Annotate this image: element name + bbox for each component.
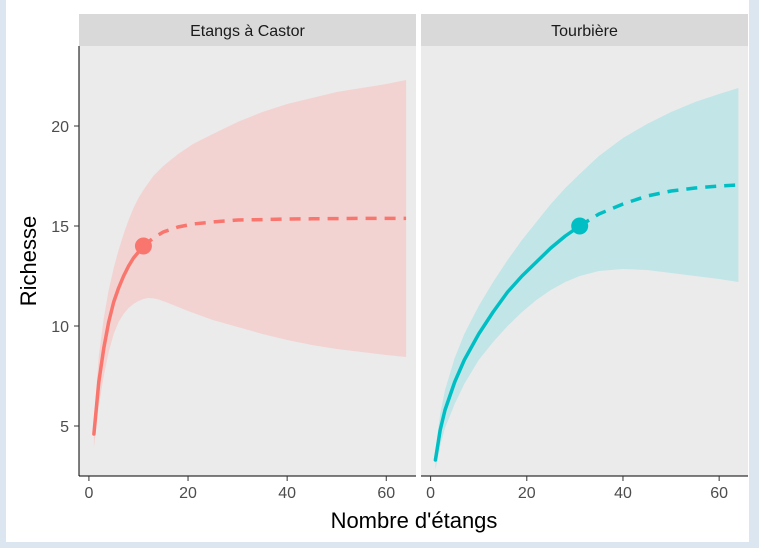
strip-background <box>421 14 748 46</box>
axis-ticks: 5 10 15 20 0 20 40 60 0 20 40 60 <box>51 119 728 502</box>
x-tick-label: 20 <box>179 485 197 502</box>
observed-point <box>134 237 152 255</box>
panel-marks <box>433 88 739 470</box>
strip-label: Etangs à Castor <box>190 23 305 40</box>
confidence-band <box>93 80 407 448</box>
x-tick-label: 40 <box>278 485 296 502</box>
y-tick-label: 5 <box>60 419 69 436</box>
interpolated-line <box>92 244 146 436</box>
observed-point <box>571 217 589 235</box>
y-axis-title: Richesse <box>16 216 41 306</box>
y-tick-label: 10 <box>51 319 69 336</box>
panel-etangs-a-castor: Etangs à Castor <box>79 14 416 476</box>
panel-marks <box>92 80 407 448</box>
y-tick-label: 15 <box>51 219 69 236</box>
x-tick-label: 0 <box>426 485 435 502</box>
x-tick-label: 0 <box>84 485 93 502</box>
x-axis-title: Nombre d'étangs <box>331 508 498 533</box>
strip-background <box>79 14 416 46</box>
extrapolated-line <box>142 216 407 248</box>
x-tick-label: 60 <box>710 485 728 502</box>
interpolated-line <box>433 224 582 462</box>
strip-label: Tourbière <box>551 23 618 40</box>
x-tick-label: 40 <box>614 485 632 502</box>
y-tick-label: 20 <box>51 119 69 136</box>
chart-frame: Etangs à Castor Tourbière 5 10 15 20 0 20 40 60… <box>6 0 749 542</box>
x-tick-label: 60 <box>377 485 395 502</box>
confidence-band <box>435 88 739 470</box>
extrapolated-line <box>578 183 739 228</box>
x-tick-label: 20 <box>518 485 536 502</box>
panel-tourbiere: Tourbière <box>421 14 748 476</box>
chart-svg: Etangs à Castor Tourbière 5 10 15 20 0 20 40 60… <box>16 14 748 533</box>
